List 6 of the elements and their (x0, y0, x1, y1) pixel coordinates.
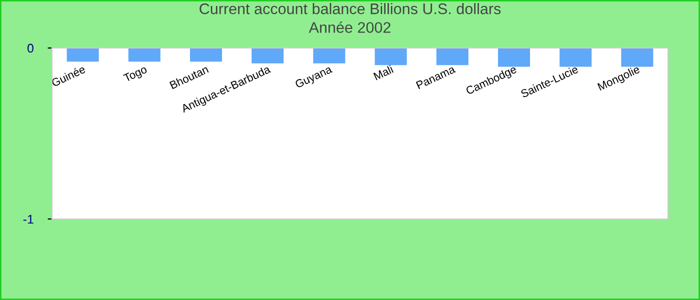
x-tick-label: Mali (373, 64, 394, 80)
y-tick-label: 0 (27, 44, 34, 53)
chart-title: Current account balance Billions U.S. dollars Année 2002 (200, 3, 501, 33)
x-tick-label: Togo (122, 65, 148, 84)
x-tick-label: Guinée (50, 64, 86, 87)
y-tick-label: -1 (23, 214, 34, 224)
